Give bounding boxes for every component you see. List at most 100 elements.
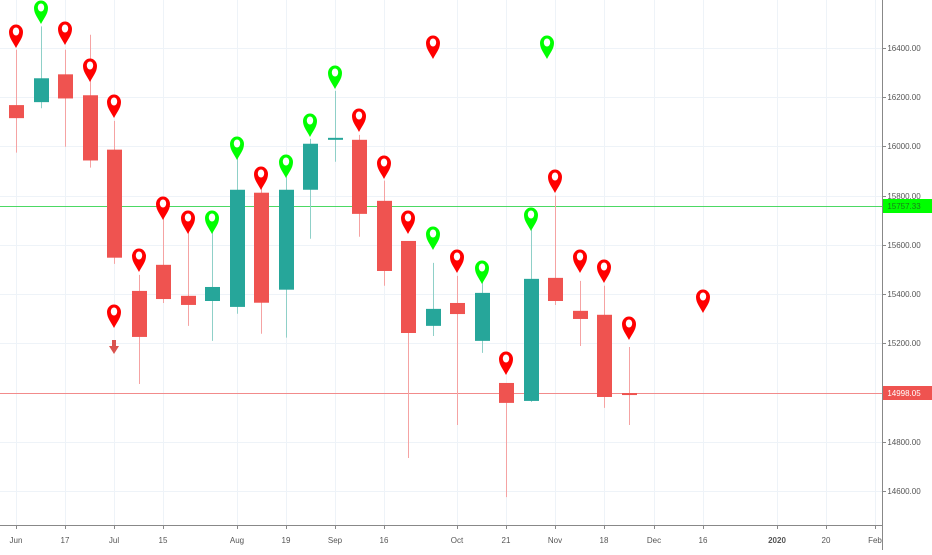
price-tick-label: 15400.00	[887, 290, 921, 299]
map-pin-icon[interactable]	[401, 210, 415, 235]
support-price-text: 14998.05	[887, 389, 921, 398]
candle	[450, 275, 465, 426]
candle	[58, 49, 73, 147]
map-pin-icon[interactable]	[352, 108, 366, 133]
candle	[254, 187, 269, 334]
price-tick-label: 15800.00	[887, 192, 921, 201]
candle-body	[83, 95, 98, 161]
time-tick-label: 2020	[768, 536, 786, 545]
time-tick-label: Oct	[451, 536, 464, 545]
time-tick-label: 16	[699, 536, 708, 545]
candle	[303, 138, 318, 239]
time-tick-label: Feb	[868, 536, 882, 545]
candle-body	[499, 382, 514, 403]
price-axis[interactable]	[883, 0, 932, 550]
map-pin-icon[interactable]	[205, 210, 219, 235]
map-pin-icon[interactable]	[524, 207, 538, 232]
candle-body	[475, 292, 490, 341]
map-pin-icon[interactable]	[83, 58, 97, 83]
candle	[377, 180, 392, 286]
candle	[475, 275, 490, 353]
candle	[230, 157, 245, 314]
map-pin-icon[interactable]	[254, 166, 268, 191]
time-tick-label: Jul	[109, 536, 119, 545]
map-pin-icon[interactable]	[377, 155, 391, 180]
grid-lines	[0, 0, 882, 525]
map-pin-icon[interactable]	[107, 304, 121, 329]
candle	[83, 34, 98, 168]
candle	[156, 216, 171, 303]
candle-body	[58, 74, 73, 99]
candle	[426, 262, 441, 336]
map-pin-icon[interactable]	[328, 65, 342, 90]
map-pin-icon[interactable]	[132, 248, 146, 273]
map-pin-icon[interactable]	[58, 21, 72, 46]
map-pin-icon[interactable]	[303, 113, 317, 138]
candle-body	[156, 264, 171, 300]
time-tick-label: Nov	[548, 536, 562, 545]
price-tick-label: 15600.00	[887, 241, 921, 250]
map-pin-icon[interactable]	[230, 136, 244, 161]
candle-body	[597, 314, 612, 397]
map-pin-icon[interactable]	[107, 94, 121, 119]
time-tick-label: 16	[380, 536, 389, 545]
time-tick-label: Aug	[230, 536, 244, 545]
map-pin-icon[interactable]	[181, 210, 195, 235]
map-pin-icon[interactable]	[156, 196, 170, 221]
candle-body	[132, 290, 147, 337]
map-pin-icon[interactable]	[597, 259, 611, 284]
markers	[9, 0, 710, 376]
candle-body	[377, 200, 392, 271]
candles	[9, 26, 637, 498]
map-pin-icon[interactable]	[696, 289, 710, 314]
map-pin-icon[interactable]	[9, 24, 23, 49]
time-tick-label: Jun	[10, 536, 23, 545]
time-tick-label: 15	[159, 536, 168, 545]
candle-body	[303, 143, 318, 190]
candle	[597, 285, 612, 408]
candle	[132, 274, 147, 384]
candle	[181, 230, 196, 326]
map-pin-icon[interactable]	[548, 169, 562, 194]
candle-body	[230, 189, 245, 307]
candle	[34, 26, 49, 109]
time-tick-label: 18	[600, 536, 609, 545]
price-tick-label: 14800.00	[887, 438, 921, 447]
candle	[205, 231, 220, 341]
time-axis[interactable]	[0, 526, 882, 550]
candle	[524, 229, 539, 402]
resistance-price-label	[883, 199, 932, 213]
candle-body	[450, 302, 465, 315]
candle-body	[622, 393, 637, 396]
candle	[352, 134, 367, 237]
map-pin-icon[interactable]	[573, 249, 587, 274]
support-price-label	[883, 386, 932, 400]
resistance-price-text: 15757.33	[887, 202, 921, 211]
price-tick-label: 16400.00	[887, 44, 921, 53]
map-pin-icon[interactable]	[34, 0, 48, 25]
map-pin-icon[interactable]	[499, 351, 513, 376]
candle-body	[107, 149, 122, 258]
candle	[573, 280, 588, 347]
candle	[622, 347, 637, 426]
time-tick-label: 17	[61, 536, 70, 545]
candle-body	[426, 308, 441, 326]
map-pin-icon[interactable]	[279, 154, 293, 179]
candle	[279, 176, 294, 338]
candle-body	[401, 240, 416, 333]
candle-body	[34, 78, 49, 103]
price-tick-label: 15200.00	[887, 339, 921, 348]
candle	[401, 240, 416, 459]
price-tick-label: 16200.00	[887, 93, 921, 102]
map-pin-icon[interactable]	[426, 226, 440, 251]
map-pin-icon[interactable]	[540, 35, 554, 60]
time-tick-label: Sep	[328, 536, 343, 545]
map-pin-icon[interactable]	[475, 260, 489, 285]
map-pin-icon[interactable]	[622, 316, 636, 341]
time-tick-label: 21	[502, 536, 511, 545]
map-pin-icon[interactable]	[450, 249, 464, 274]
map-pin-icon[interactable]	[426, 35, 440, 60]
